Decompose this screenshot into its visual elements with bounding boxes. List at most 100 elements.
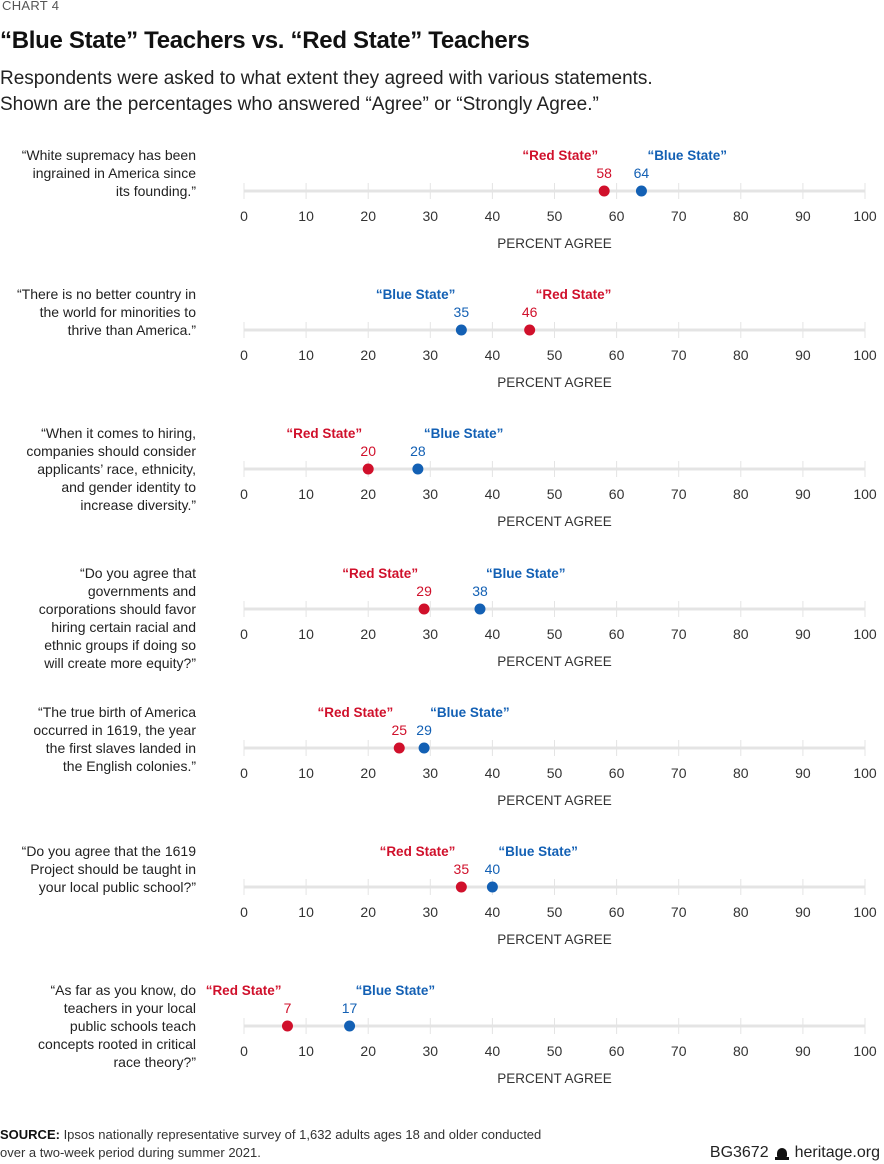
blue-state-label: “Blue State” [486,566,566,581]
tick-label: 80 [733,208,749,224]
tick-label: 100 [853,904,877,920]
question-line: hiring certain racial and [51,618,196,635]
tick-label: 100 [853,1043,877,1059]
dot-plot-svg: 0 10 20 30 40 50 60 70 80 90 100 PERCENT AGREE 46 “Re… [240,287,877,390]
question-line: “White supremacy has been [21,147,196,163]
tick-label: 90 [795,208,811,224]
red-state-dot [418,603,430,615]
question-line: race theory?” [113,1054,196,1071]
red-state-dot [281,1020,293,1032]
question-label: “Do you agree that governments and corpora… [0,564,196,672]
dot-plot-svg: 0 10 20 30 40 50 60 70 80 90 100 PERCENT AGREE 58 “Re… [240,148,877,251]
blue-state-value: 35 [454,304,470,320]
liberty-bell-icon [774,1147,789,1160]
red-state-label: “Red State” [317,705,393,720]
dot-plot-panel: “Do you agree that governments and corpora… [0,564,884,703]
dot-plot-svg: 0 10 20 30 40 50 60 70 80 90 100 PERCENT AGREE 20 “Re… [240,426,877,529]
tick-label: 20 [360,1043,376,1059]
x-axis-label: PERCENT AGREE [497,654,612,669]
tick-label: 40 [485,486,501,502]
red-state-label: “Red State” [536,287,612,302]
dot-plot-panel: “The true birth of America occurred in 16… [0,703,884,842]
tick-label: 60 [609,347,625,363]
red-state-value: 7 [284,1000,292,1016]
chart-title: “Blue State” Teachers vs. “Red State” Te… [0,27,530,54]
tick-label: 60 [609,765,625,781]
dot-plot-panel: “When it comes to hiring, companies shoul… [0,424,884,563]
red-state-label: “Red State” [342,566,418,581]
tick-label: 40 [485,626,501,642]
question-line: “When it comes to hiring, [41,425,196,442]
tick-label: 70 [671,208,687,224]
red-state-label: “Red State” [522,148,598,163]
dot-plot-panel: “There is no better country in the world … [0,285,884,424]
tick-label: 30 [423,1043,439,1059]
tick-label: 50 [547,904,563,920]
tick-label: 60 [609,904,625,920]
dot-plot-svg: 0 10 20 30 40 50 60 70 80 90 100 PERCENT AGREE 7“Red… [206,983,877,1086]
tick-label: 60 [609,208,625,224]
x-axis-label: PERCENT AGREE [497,236,612,251]
question-line: the first slaves landed in [45,739,196,756]
dot-plot-panel: “As far as you know, do teachers in your … [0,981,884,1120]
tick-label: 50 [547,347,563,363]
subtitle-line-2: Shown are the percentages who answered “… [0,94,599,115]
tick-label: 80 [733,626,749,642]
tick-label: 40 [485,1043,501,1059]
tick-label: 0 [240,347,248,363]
red-state-dot [524,324,536,336]
question-line: governments and [87,582,196,599]
question-label: “White supremacy has been ingrained in Am… [0,146,196,200]
blue-state-label: “Blue State” [356,983,436,998]
question-label: “Do you agree that the 1619 Project shoul… [0,842,196,896]
tick-label: 90 [795,486,811,502]
tick-label: 0 [240,626,248,642]
question-line: Project should be taught in [30,861,196,877]
tick-label: 10 [298,765,314,781]
question-line: concepts rooted in critical [38,1036,196,1053]
red-state-dot [455,881,467,893]
question-line: “The true birth of America [38,703,196,720]
tick-label: 10 [298,626,314,642]
tick-label: 50 [547,765,563,781]
red-state-dot [598,185,610,197]
blue-state-label: “Blue State” [376,287,456,302]
tick-label: 0 [240,1043,248,1059]
x-axis-label: PERCENT AGREE [497,793,612,808]
tick-label: 0 [240,765,248,781]
red-state-value: 58 [596,165,612,181]
red-state-dot [393,742,405,754]
question-line: “Do you agree that the 1619 [21,843,196,859]
tick-label: 40 [485,765,501,781]
dot-plot-panel: “White supremacy has been ingrained in Am… [0,146,884,285]
blue-state-label: “Blue State” [498,844,578,859]
tick-label: 80 [733,486,749,502]
blue-state-dot [635,185,647,197]
blue-state-value: 29 [416,722,432,738]
tick-label: 70 [671,486,687,502]
tick-label: 70 [671,347,687,363]
red-state-value: 20 [360,443,376,459]
red-state-label: “Red State” [206,983,282,998]
question-line: increase diversity.” [80,497,196,514]
site-link[interactable]: heritage.org [794,1144,880,1161]
source-text: Ipsos nationally representative survey o… [0,1127,542,1160]
tick-label: 10 [298,486,314,502]
x-axis-label: PERCENT AGREE [497,375,612,390]
question-line: corporations should favor [38,600,196,617]
tick-label: 20 [360,347,376,363]
tick-label: 100 [853,626,877,642]
blue-state-value: 38 [472,583,488,599]
tick-label: 0 [240,486,248,502]
red-state-value: 29 [416,583,432,599]
chart-subtitle: Respondents were asked to what extent th… [0,66,860,118]
red-state-label: “Red State” [380,844,456,859]
red-state-dot [362,463,374,475]
x-axis-label: PERCENT AGREE [497,1071,612,1086]
subtitle-line-1: Respondents were asked to what extent th… [0,68,653,89]
question-line: “As far as you know, do [50,982,196,999]
question-line: ingrained in America since [32,165,196,181]
blue-state-value: 17 [342,1000,358,1016]
tick-label: 50 [547,208,563,224]
source-label: SOURCE: [0,1127,60,1142]
